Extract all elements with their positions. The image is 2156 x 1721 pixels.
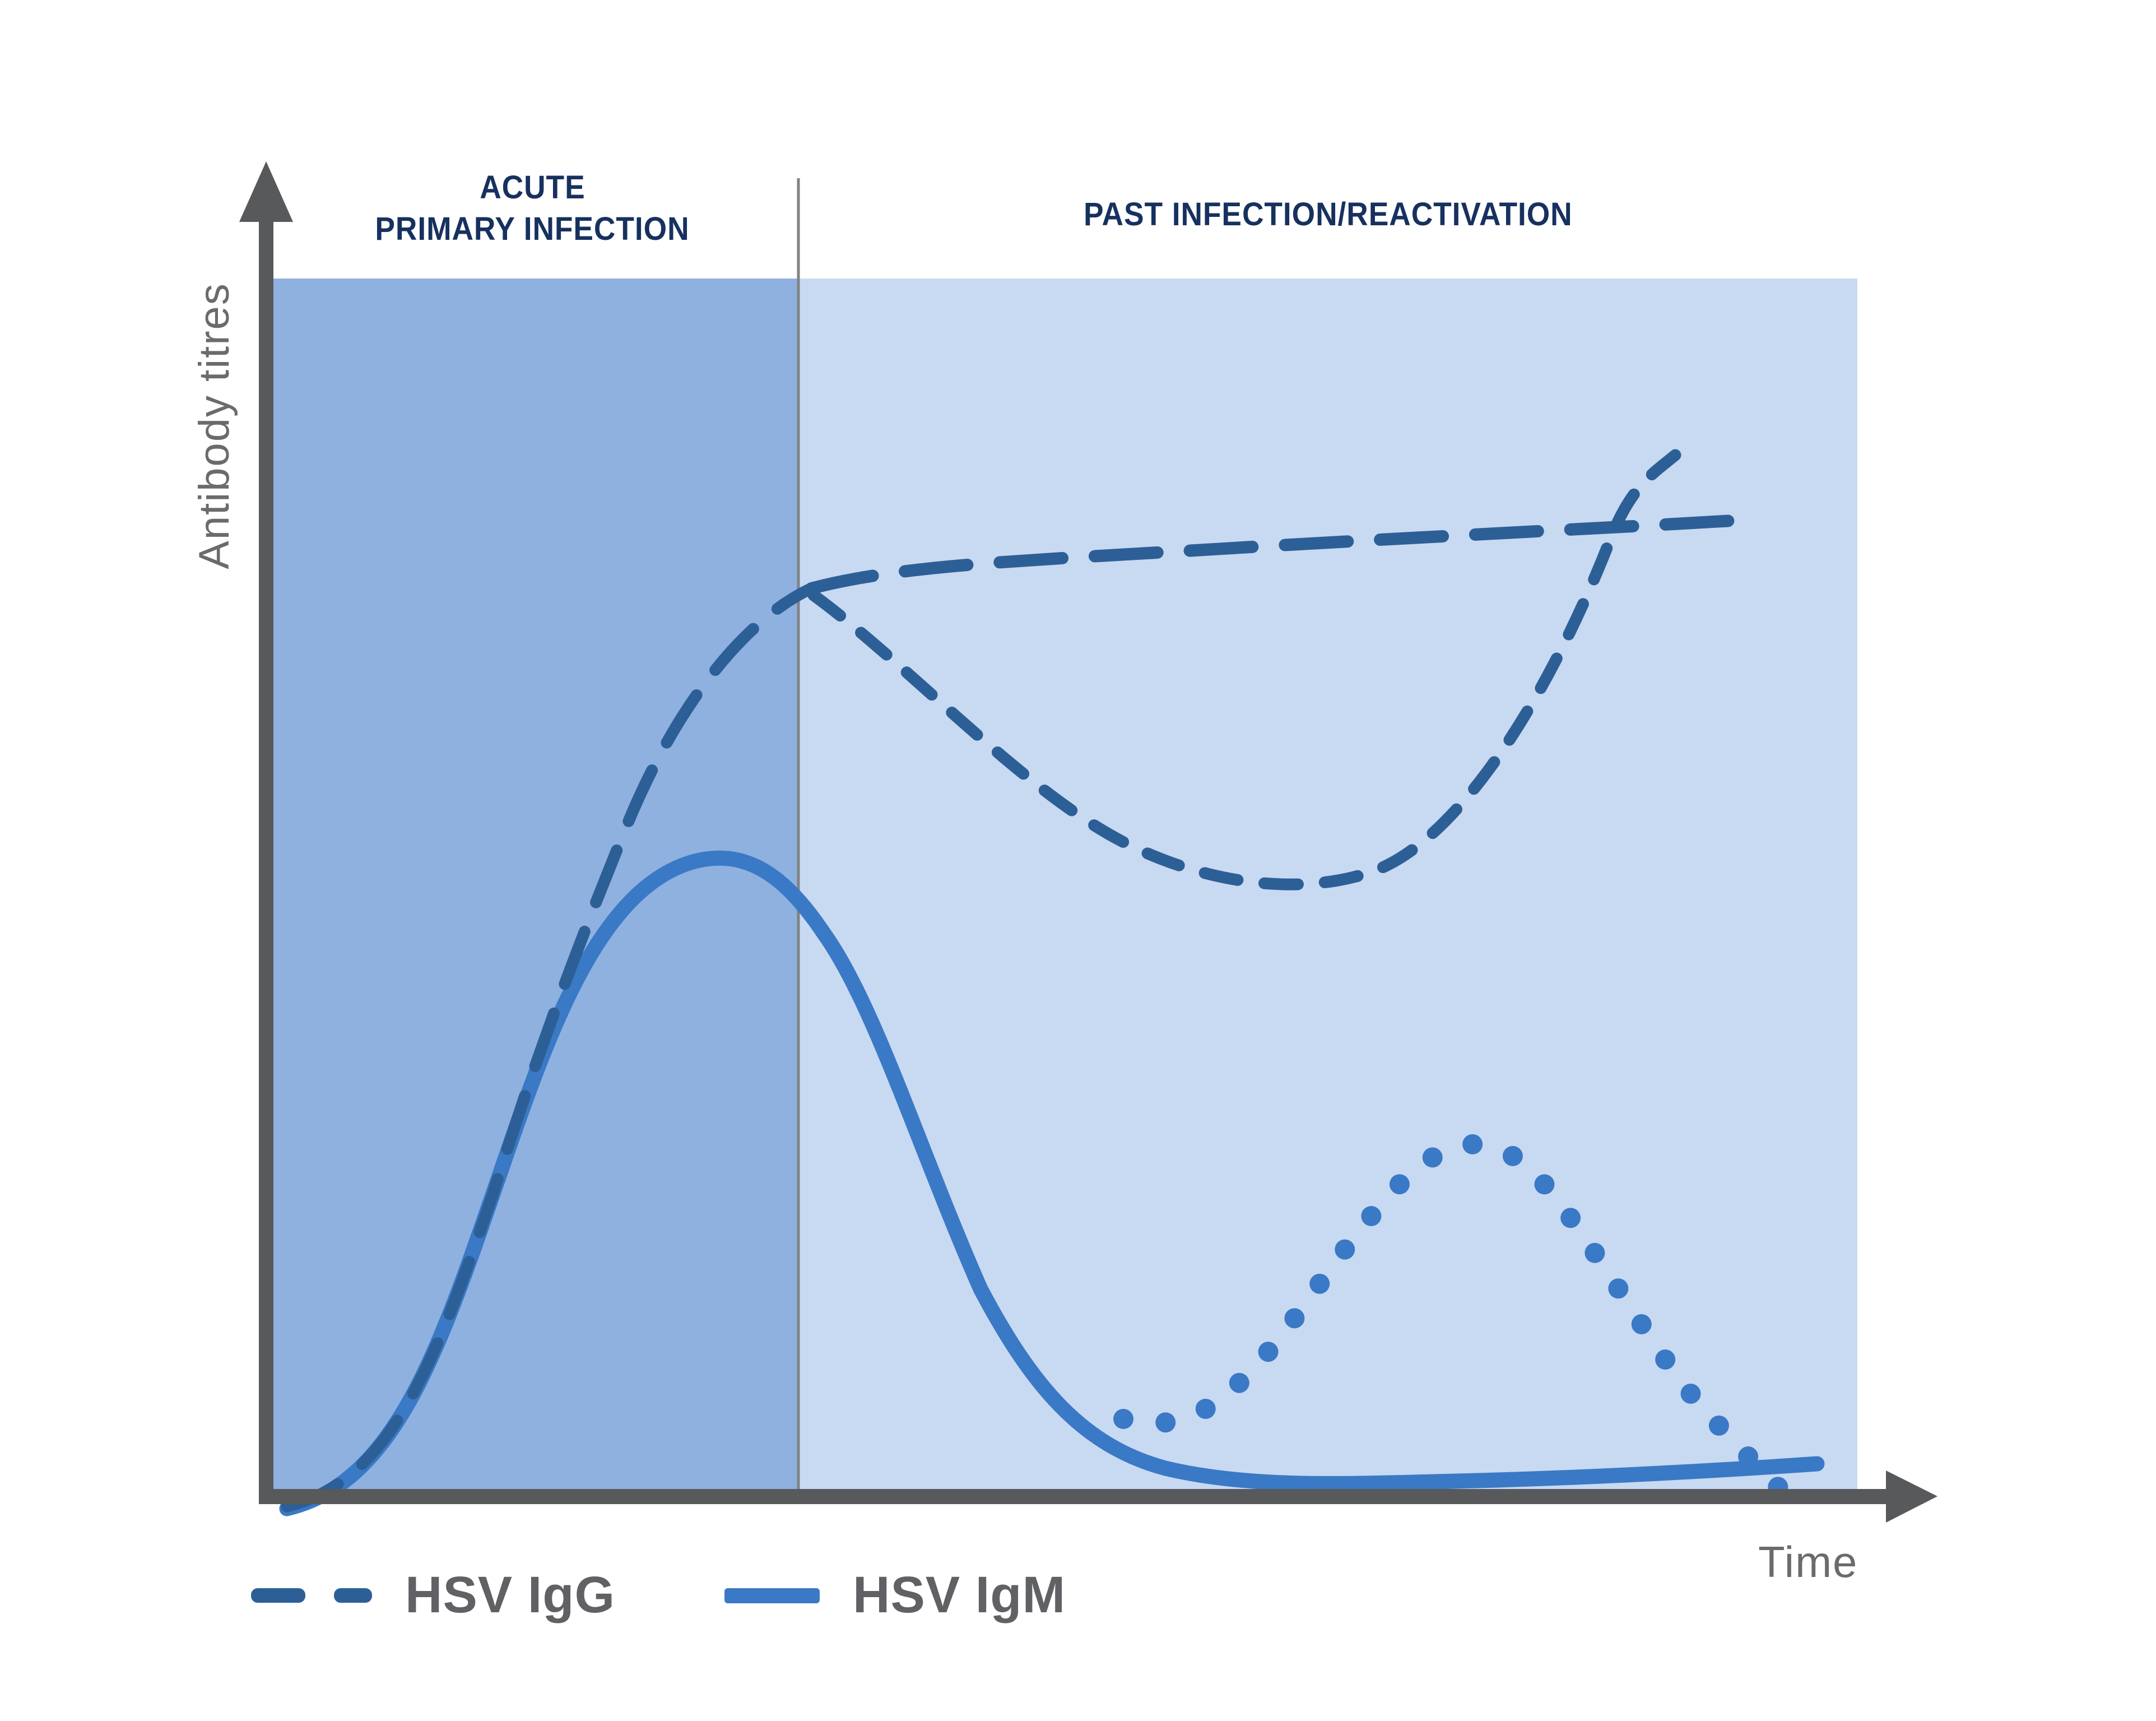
x-axis-label: Time [1758, 1537, 1858, 1587]
legend-igm-label: HSV IgM [853, 1566, 1066, 1623]
legend: HSV IgG HSV IgM [0, 1566, 2156, 1655]
legend-igg-dash-swatch-2 [334, 1588, 372, 1603]
igm-reactivation-dotted-curve [1113, 1134, 1813, 1522]
igg-persistent-curve [805, 514, 1748, 595]
legend-igg-dash-swatch-1 [251, 1588, 305, 1603]
y-axis-arrow-icon [239, 161, 293, 222]
past-phase-title-line: PAST INFECTION/REACTIVATION [1083, 196, 1573, 233]
y-axis-label: Antibody titres [190, 282, 238, 569]
legend-igg-label: HSV IgG [405, 1566, 616, 1623]
igg-reactivation-curve [807, 449, 1681, 890]
x-axis-line [259, 1489, 1887, 1504]
y-axis-line [259, 214, 273, 1504]
past-phase-title: PAST INFECTION/REACTIVATION [798, 194, 1857, 235]
y-axis-label-wrap: Antibody titres [186, 202, 242, 650]
acute-phase-title: ACUTE PRIMARY INFECTION [275, 167, 790, 250]
acute-phase-title-line2: PRIMARY INFECTION [375, 211, 690, 247]
igg-primary-rise-curve [281, 582, 817, 1513]
acute-region-background [273, 279, 798, 1489]
legend-igm-line-swatch [724, 1588, 820, 1603]
acute-phase-title-line1: ACUTE [479, 169, 586, 206]
x-axis-arrow-icon [1886, 1470, 1937, 1523]
